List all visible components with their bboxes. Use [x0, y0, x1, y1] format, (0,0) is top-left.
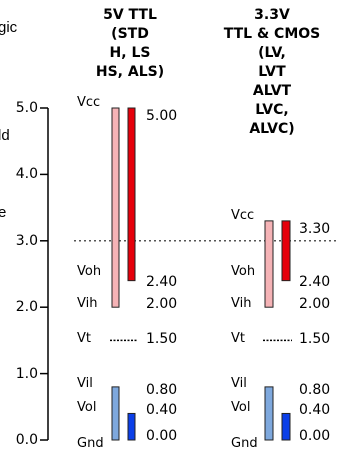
vcc-label: Vcc — [77, 95, 101, 110]
vt-value: 1.50 — [146, 331, 178, 348]
y-tick-label: 5.0 — [15, 100, 38, 116]
vol-label: Vol — [77, 400, 97, 416]
gnd-label: Gnd — [77, 436, 104, 451]
y-tick-label: 1.0 — [15, 365, 38, 382]
input-low-range-bar — [111, 386, 120, 441]
gnd-value: 0.00 — [299, 428, 331, 444]
vt-value: 1.50 — [299, 331, 331, 348]
vcc-label: Vcc — [231, 207, 255, 223]
heading-line: 5V TTL — [103, 7, 157, 23]
y-tick-label: 0.0 — [15, 432, 38, 448]
side-text-middle: ld — [0, 127, 10, 144]
input-high-range-bar — [264, 220, 274, 308]
output-high-range-bar — [281, 220, 291, 282]
heading-line: (STD — [111, 26, 149, 42]
heading-3v3-ttl-cmos: 3.3V TTL & CMOS (LV, LVT ALVT LVC, ALVC) — [207, 6, 337, 139]
voh-value: 2.40 — [299, 273, 331, 290]
vol-value: 0.40 — [299, 402, 331, 419]
heading-line: HS, ALS) — [95, 64, 165, 80]
heading-line: (LV, — [258, 45, 286, 61]
heading-5v-ttl: 5V TTL (STD H, LS HS, ALS) — [65, 6, 195, 82]
input-low-range-bar — [264, 386, 274, 441]
vil-value: 0.80 — [146, 381, 178, 398]
voh-value: 2.40 — [146, 273, 178, 290]
y-tick-label: 4.0 — [15, 166, 38, 183]
vih-label: Vih — [231, 296, 252, 312]
heading-line: 3.3V — [254, 7, 290, 23]
output-low-range-bar — [281, 412, 291, 441]
vcc-value: 5.00 — [146, 108, 178, 124]
vcc-value: 3.30 — [299, 220, 331, 237]
heading-line: LVT — [258, 64, 286, 80]
output-low-range-bar — [127, 412, 136, 441]
heading-line: ALVC) — [249, 121, 295, 137]
vt-label: Vt — [77, 331, 91, 347]
side-text-top: gic — [0, 19, 18, 36]
heading-line: TTL & CMOS — [223, 26, 321, 42]
heading-line: ALVT — [252, 83, 292, 99]
gnd-label: Gnd — [231, 436, 258, 451]
heading-line: H, LS — [109, 45, 151, 61]
vil-value: 0.80 — [299, 381, 331, 398]
side-text-lower: e — [0, 204, 7, 221]
vih-value: 2.00 — [299, 296, 331, 313]
vil-label: Vil — [77, 375, 93, 391]
input-high-range-bar — [111, 107, 120, 308]
vol-label: Vol — [231, 400, 251, 416]
voh-label: Voh — [231, 263, 256, 279]
y-tick-label: 2.0 — [15, 299, 38, 316]
vol-value: 0.40 — [146, 402, 178, 419]
vt-label: Vt — [231, 331, 245, 347]
y-tick-label: 3.0 — [15, 232, 38, 249]
voh-label: Voh — [77, 263, 102, 279]
gnd-value: 0.00 — [146, 428, 178, 444]
vil-label: Vil — [231, 375, 247, 391]
vih-label: Vih — [77, 296, 98, 312]
vih-value: 2.00 — [146, 296, 178, 313]
heading-line: LVC, — [255, 102, 289, 118]
output-high-range-bar — [127, 107, 136, 282]
